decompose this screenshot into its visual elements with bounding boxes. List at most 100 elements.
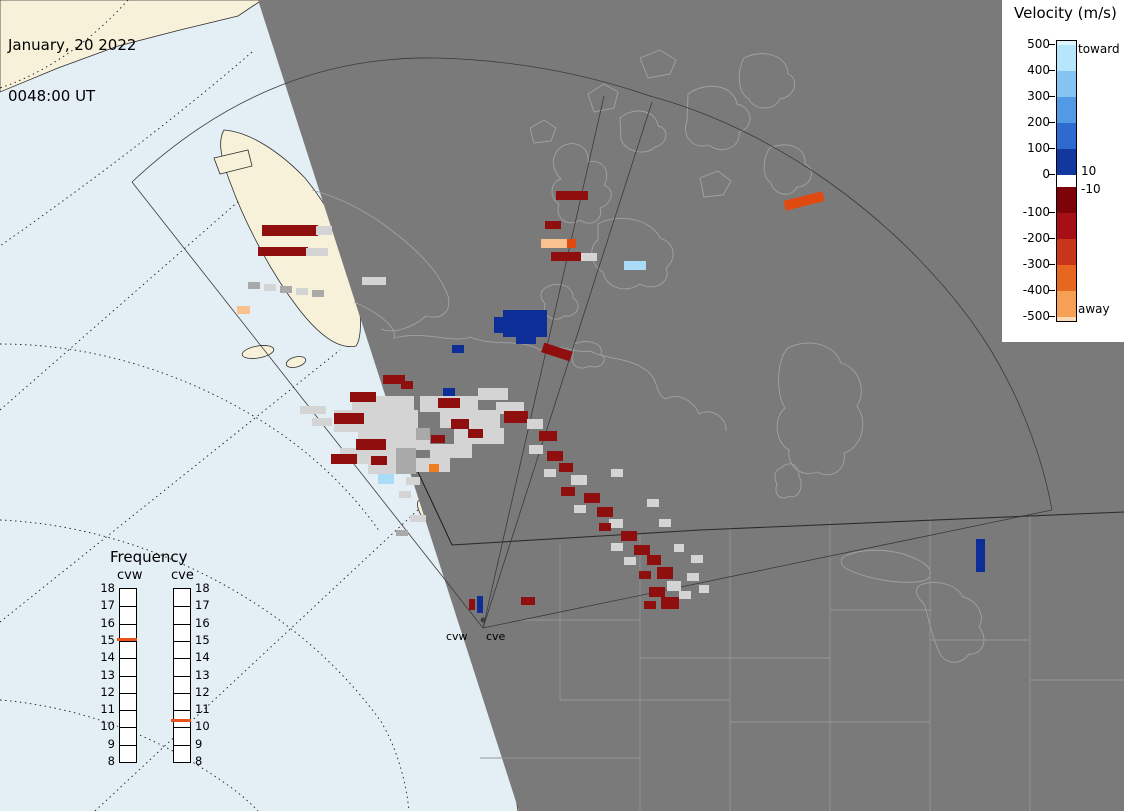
frequency-tick-mark [174, 675, 190, 677]
frequency-tick-label: 10 [195, 719, 210, 734]
frequency-tick-mark [174, 692, 190, 694]
velocity-cell [559, 463, 573, 472]
velocity-tick-label: -300 [1022, 257, 1050, 271]
radar-label-cvw: cvw [446, 630, 468, 643]
velocity-cell [529, 445, 543, 454]
velocity-cell [783, 191, 825, 211]
velocity-tick-mark [1049, 96, 1055, 97]
velocity-cell [611, 469, 623, 477]
velocity-cell [429, 464, 439, 472]
velocity-cell [312, 418, 332, 426]
velocity-cell [396, 530, 408, 536]
velocity-cell [399, 491, 411, 498]
velocity-cell [647, 555, 661, 565]
arctic-island-1 [619, 110, 667, 153]
velocity-tick-mark [1049, 174, 1055, 175]
velocity-cell [300, 406, 326, 414]
velocity-cell [396, 448, 416, 474]
velocity-cell [561, 487, 575, 496]
graticule [0, 0, 421, 811]
frequency-tick-mark [120, 727, 136, 729]
velocity-cell [416, 428, 430, 440]
velocity-cell [334, 413, 364, 424]
frequency-tick-label: 17 [195, 598, 210, 613]
frequency-tick-mark [120, 744, 136, 746]
velocity-legend: Velocity (m/s) toward away 500 400 300 200 1… [1002, 0, 1124, 342]
velocity-scale-segment [1057, 71, 1076, 97]
frequency-marker-cve [171, 718, 191, 722]
velocity-tick-mark [1049, 44, 1055, 45]
frequency-tick-mark [174, 744, 190, 746]
frequency-tick-mark [120, 640, 136, 642]
velocity-cell [574, 505, 586, 513]
state-borders [480, 514, 1124, 811]
velocity-cell [316, 226, 332, 235]
velocity-cell [468, 429, 483, 438]
lake-superior [840, 549, 931, 583]
velocity-cell [521, 597, 535, 605]
fov-outer-arc-west [131, 57, 651, 183]
velocity-cell [312, 290, 324, 297]
velocity-cell [451, 419, 469, 429]
velocity-tick-mark [1049, 316, 1055, 317]
velocity-cell [406, 477, 420, 485]
frequency-tick-label: 8 [107, 754, 115, 768]
frequency-tick-mark [174, 658, 190, 660]
velocity-cell [440, 410, 500, 428]
frequency-tick-label: 18 [100, 581, 115, 595]
island-kodiak [285, 356, 307, 368]
coastline-seward-peninsula [213, 149, 253, 175]
hudson-bay [776, 342, 864, 476]
velocity-tick-label: -200 [1022, 231, 1050, 245]
velocity-cell [657, 567, 673, 579]
velocity-cell [262, 225, 318, 236]
frequency-column-label: cve [171, 568, 194, 583]
velocity-cell [551, 252, 581, 261]
velocity-cell [478, 388, 508, 400]
frequency-tick-mark [120, 675, 136, 677]
velocity-cell [624, 557, 636, 565]
velocity-cell [280, 286, 292, 293]
alaska-coast-night [311, 189, 450, 332]
velocity-scale-segment [1057, 239, 1076, 265]
velocity-cell [541, 342, 573, 362]
frequency-tick-label: 14 [100, 650, 115, 665]
velocity-colorbar [1056, 40, 1077, 322]
velocity-cell [362, 277, 386, 285]
frequency-tick-mark [120, 710, 136, 712]
velocity-cell [599, 523, 611, 531]
timestamp-header: January, 20 2022 0048:00 UT [8, 3, 136, 139]
frequency-tick-label: 15 [100, 632, 115, 647]
frequency-tick-label: 9 [195, 736, 203, 751]
velocity-cell [659, 519, 671, 527]
velocity-cell [443, 388, 455, 396]
frequency-marker-cvw [117, 638, 137, 642]
frequency-tick-mark [174, 727, 190, 729]
radar-label-cve: cve [486, 630, 506, 643]
velocity-scale-segment [1057, 175, 1076, 187]
velocity-tick-label: 500 [1027, 37, 1050, 51]
velocity-cell [504, 411, 528, 423]
frequency-tick-label: 13 [100, 667, 115, 682]
date-text: January, 20 2022 [8, 36, 137, 54]
arctic-island-2 [685, 85, 751, 150]
radar-site-marker [480, 617, 486, 623]
velocity-cell [410, 515, 426, 522]
fov-right-edge [482, 509, 1053, 629]
velocity-cell [527, 419, 543, 429]
velocity-cell [699, 585, 709, 593]
velocity-cell [503, 310, 547, 337]
velocity-cell [581, 253, 597, 261]
frequency-tick-label: 14 [195, 650, 210, 665]
frequency-ladder-cve [173, 588, 191, 763]
frequency-ladder-cvw [119, 588, 137, 763]
island-victoria [591, 217, 674, 290]
velocity-scale-segment [1057, 41, 1076, 45]
velocity-cell [674, 544, 684, 552]
velocity-cell [237, 306, 250, 314]
velocity-cell [976, 539, 985, 572]
frequency-tick-label: 16 [195, 615, 210, 630]
fov-inner-edge-2 [482, 101, 653, 629]
velocity-tick-mark [1049, 238, 1055, 239]
velocity-tick-mark [1049, 290, 1055, 291]
